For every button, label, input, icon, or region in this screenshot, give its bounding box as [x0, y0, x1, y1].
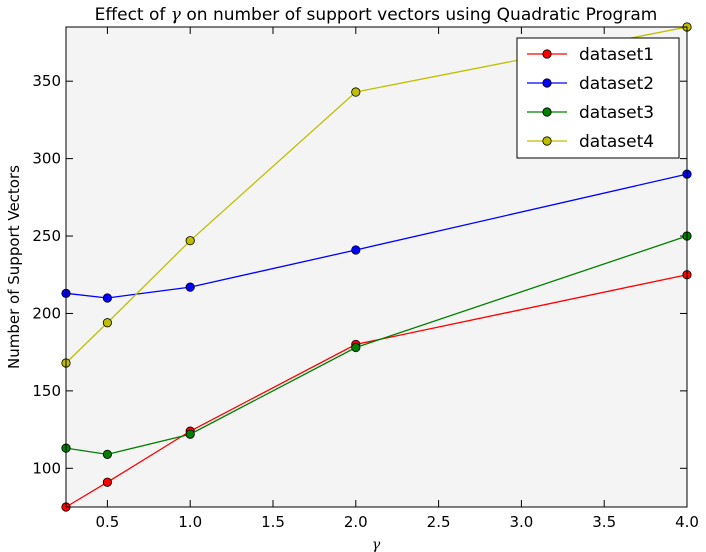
title-prefix: Effect of — [95, 5, 171, 25]
data-point — [351, 87, 361, 97]
legend-marker-dataset4 — [542, 136, 552, 146]
x-tick-label: 2.0 — [344, 513, 368, 531]
x-tick-label: 2.5 — [427, 513, 451, 531]
legend-marker-dataset1 — [542, 49, 552, 59]
x-tick-label: 0.5 — [95, 513, 119, 531]
x-tick-label: 3.5 — [592, 513, 616, 531]
x-tick-label: 4.0 — [675, 513, 699, 531]
data-point — [185, 282, 195, 292]
y-tick-label: 300 — [32, 150, 61, 168]
ticks: 0.5 1.0 1.5 2.0 2.5 3.0 3.5 4.0 100 150 200 250 300 3… — [32, 27, 699, 531]
plot-frame — [65, 26, 688, 508]
y-tick-label: 200 — [32, 304, 61, 322]
data-point — [102, 293, 113, 303]
legend: dataset1 dataset2 dataset3 dataset4 — [516, 37, 680, 159]
data-point — [102, 477, 113, 487]
y-tick-label: 150 — [32, 382, 61, 400]
series-dataset3 — [61, 231, 692, 459]
x-tick-label: 1.0 — [178, 513, 202, 531]
x-axis-label: γ — [372, 537, 381, 552]
y-tick-label: 350 — [32, 72, 61, 90]
series-lines — [61, 22, 692, 512]
data-point — [351, 342, 361, 353]
x-tick-label: 3.0 — [509, 513, 533, 531]
data-point — [102, 449, 113, 459]
legend-marker-dataset3 — [542, 107, 552, 117]
legend-label-dataset2: dataset2 — [579, 74, 654, 94]
x-tick-label: 1.5 — [261, 513, 285, 531]
y-tick-label: 250 — [32, 227, 61, 245]
legend-label-dataset4: dataset4 — [579, 132, 654, 152]
legend-label-dataset3: dataset3 — [579, 103, 654, 123]
title-suffix: on number of support vectors using Quadr… — [181, 5, 657, 25]
y-axis-label: Number of Support Vectors — [5, 165, 23, 369]
data-point — [102, 318, 113, 328]
title-symbol: γ — [171, 5, 182, 25]
data-point — [185, 236, 195, 246]
legend-label-dataset1: dataset1 — [579, 45, 654, 65]
y-tick-label: 100 — [32, 459, 61, 477]
chart-title: Effect of γ on number of support vectors… — [95, 5, 658, 25]
legend-marker-dataset2 — [542, 78, 552, 88]
legend-frame — [516, 37, 680, 159]
data-point — [185, 429, 195, 439]
data-point — [351, 245, 361, 255]
